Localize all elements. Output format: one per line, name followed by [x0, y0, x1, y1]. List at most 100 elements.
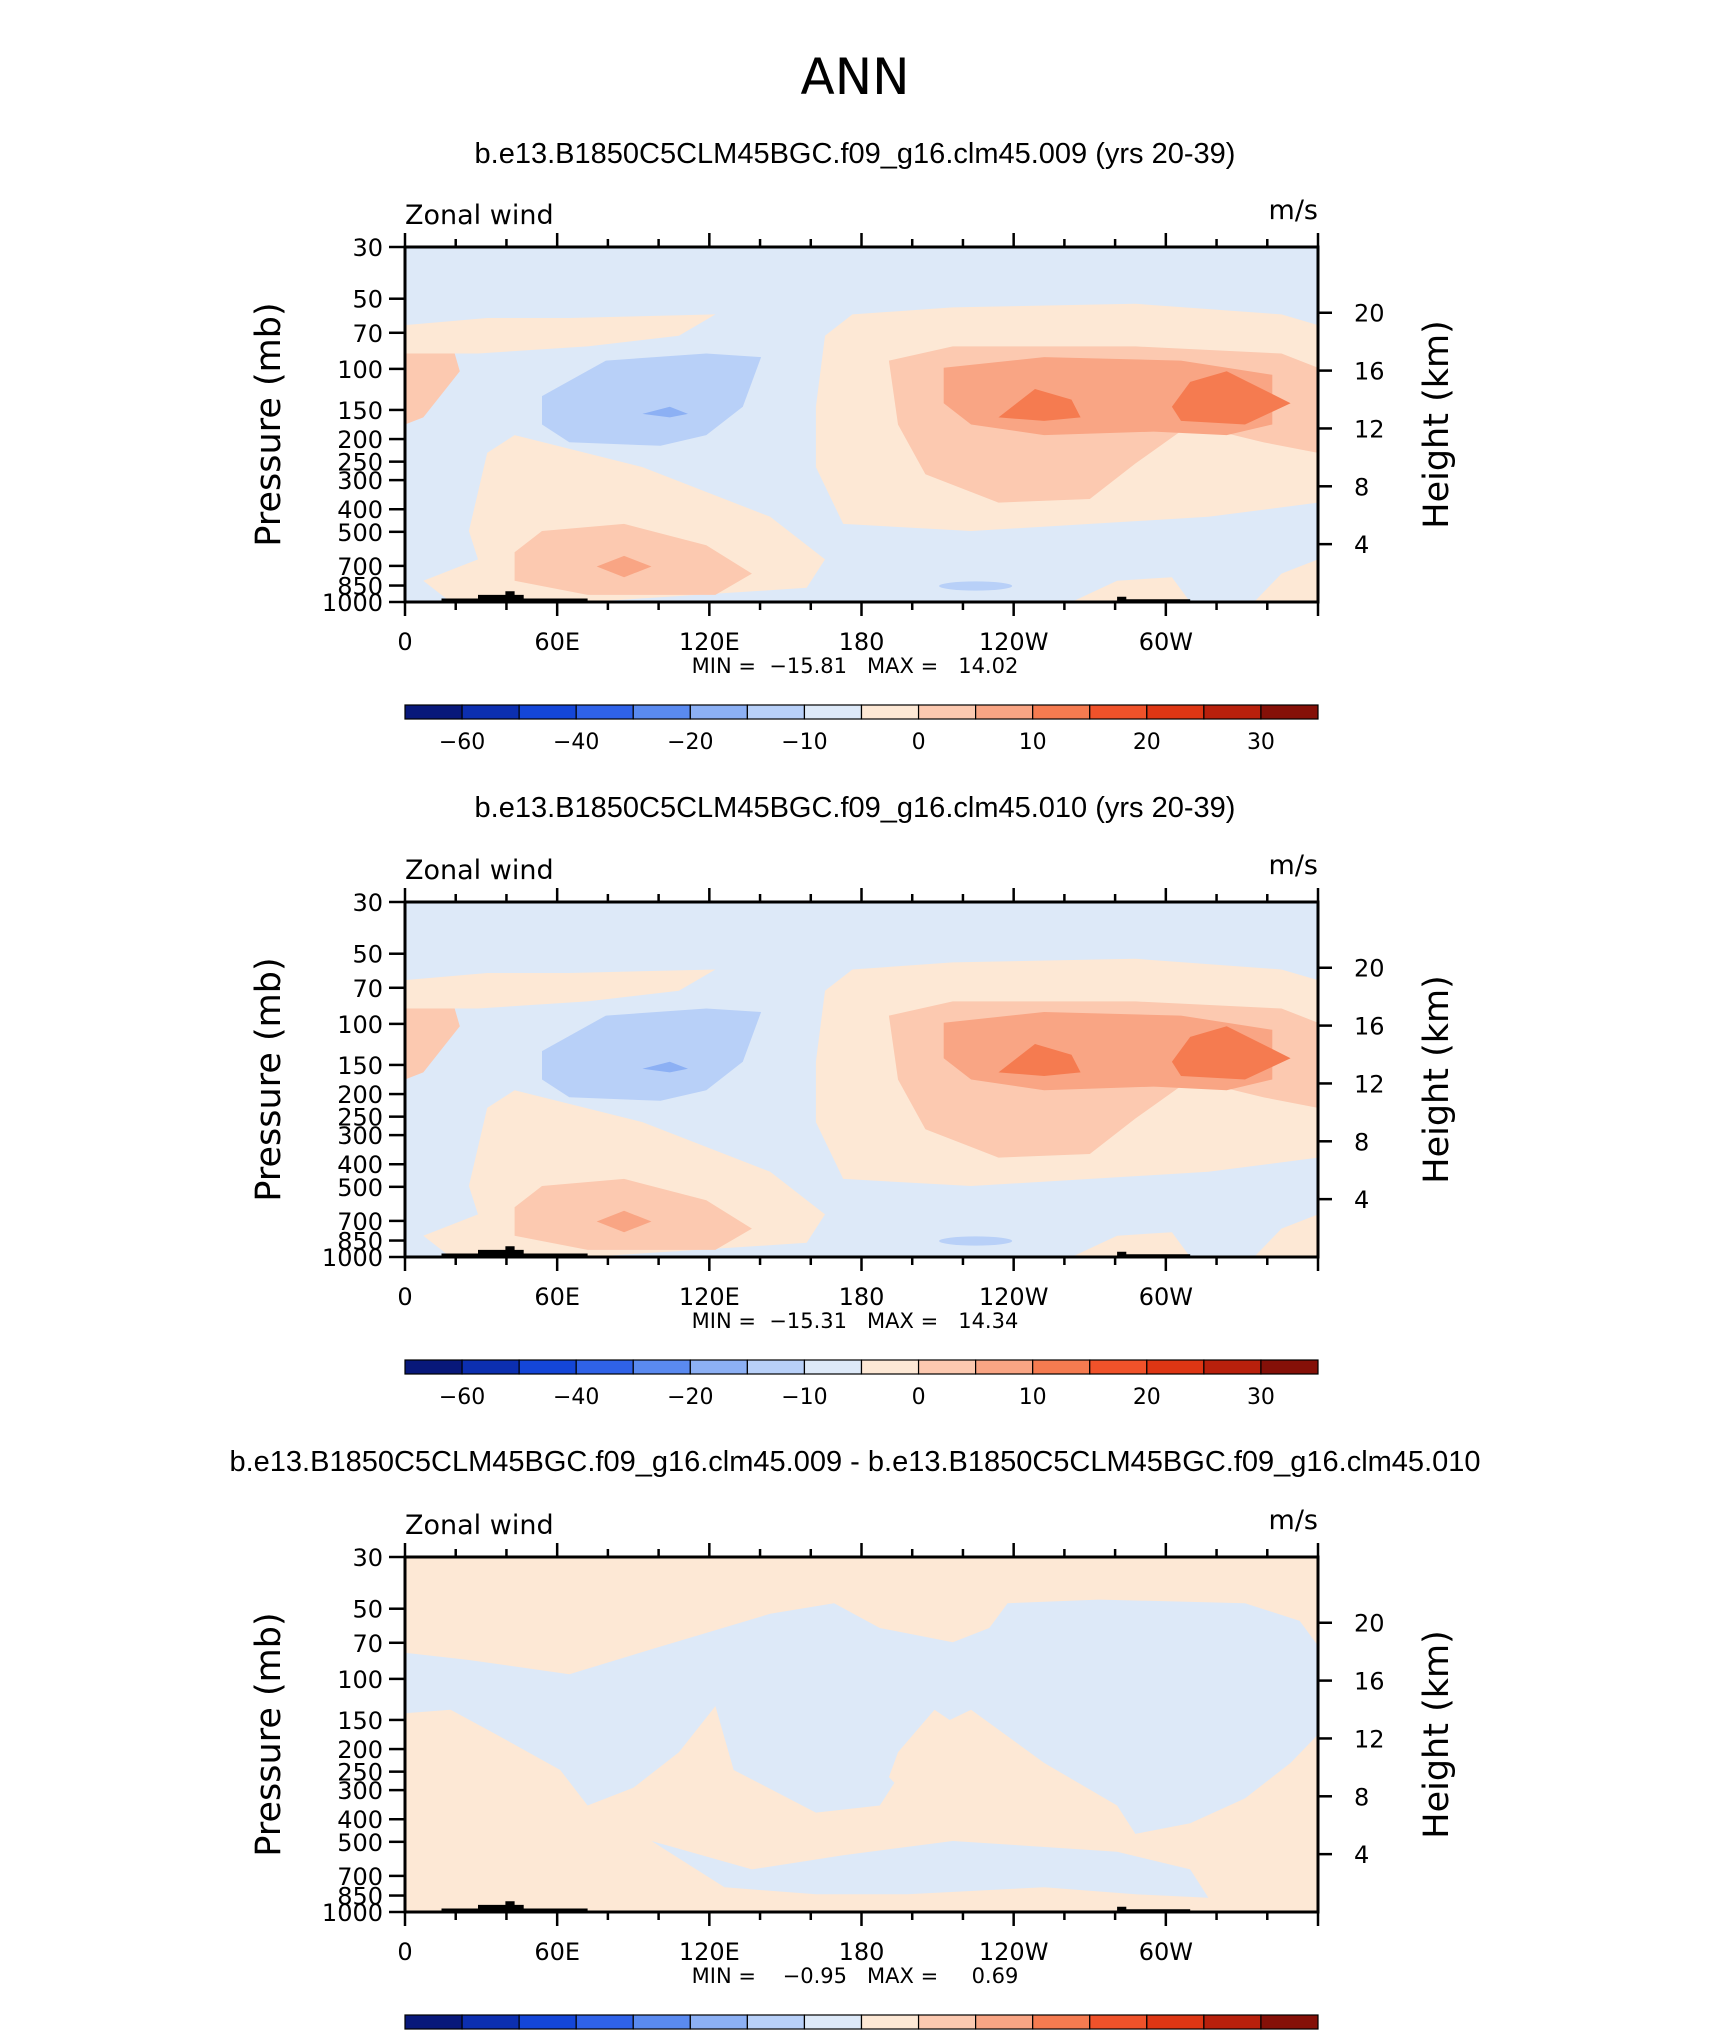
colorbar-swatch: [1089, 2014, 1148, 2030]
y-tick-label: 1000: [322, 1899, 383, 1927]
x-tick-label: 60E: [534, 1283, 580, 1311]
y-tick-label: 700: [337, 1208, 383, 1236]
y-axis-title: Pressure (mb): [249, 1612, 289, 1856]
y-tick-label: 30: [352, 234, 383, 262]
colorbar-swatch: [404, 1359, 463, 1375]
y-axis-title: Pressure (mb): [249, 302, 289, 546]
colorbar-label: 20: [1133, 1385, 1161, 1410]
colorbar-swatch: [632, 2014, 691, 2030]
y-tick-label: 1000: [322, 589, 383, 617]
panel-title: b.e13.B1850C5CLM45BGC.f09_g16.clm45.010 …: [475, 792, 1236, 824]
y-tick-label: 300: [337, 1122, 383, 1150]
colorbar-label: 20: [1133, 730, 1161, 755]
y-tick-label: 400: [337, 1151, 383, 1179]
y-tick-label: 50: [352, 1596, 383, 1624]
colorbar-swatch: [1260, 2014, 1319, 2030]
colorbar-swatch: [975, 2014, 1034, 2030]
y-tick-label: 50: [352, 286, 383, 314]
colorbar-label: −40: [553, 730, 599, 755]
chart-panel-1: b.e13.B1850C5CLM45BGC.f09_g16.clm45.009 …: [249, 138, 1457, 755]
colorbar-swatch: [1203, 704, 1262, 720]
y-tick-label: 50: [352, 941, 383, 969]
y-tick-label: 1000: [322, 1244, 383, 1272]
colorbar-swatch: [575, 1359, 634, 1375]
y-tick-label: 700: [337, 1863, 383, 1891]
y-right-axis-title: Height (km): [1417, 1630, 1457, 1839]
x-tick-label: 120W: [979, 1938, 1049, 1966]
y-tick-label: 70: [352, 320, 383, 348]
variable-label: Zonal wind: [405, 855, 554, 886]
y-tick-label: 500: [337, 1829, 383, 1857]
x-tick-label: 0: [397, 1938, 412, 1966]
contour-field: [405, 902, 1318, 1257]
panel-title: b.e13.B1850C5CLM45BGC.f09_g16.clm45.009 …: [475, 138, 1236, 170]
colorbar-swatch: [975, 704, 1034, 720]
colorbar-label: −40: [553, 1385, 599, 1410]
colorbar-swatch: [632, 704, 691, 720]
x-tick-label: 120W: [979, 628, 1049, 656]
colorbar-swatch: [860, 2014, 920, 2030]
colorbar-swatch: [404, 704, 463, 720]
colorbar: [404, 704, 1319, 720]
x-tick-label: 180: [839, 1283, 885, 1311]
colorbar-label: 30: [1247, 1385, 1275, 1410]
colorbar-swatch: [1089, 1359, 1148, 1375]
colorbar-swatch: [746, 2014, 806, 2030]
colorbar-swatch: [803, 2014, 863, 2030]
x-tick-label: 60W: [1139, 1283, 1193, 1311]
colorbar-swatch: [404, 2014, 463, 2030]
colorbar-swatch: [689, 704, 748, 720]
y-tick-label: 70: [352, 1630, 383, 1658]
colorbar-swatch: [803, 1359, 863, 1375]
contour-field: [405, 1557, 1318, 1912]
colorbar-swatch: [1032, 2014, 1091, 2030]
x-tick-label: 60E: [534, 628, 580, 656]
colorbar-swatch: [860, 1359, 920, 1375]
colorbar-label: −20: [667, 1385, 713, 1410]
page-title: ANN: [800, 48, 909, 106]
colorbar-swatch: [1146, 704, 1205, 720]
colorbar-swatch: [689, 1359, 748, 1375]
y-tick-label: 70: [352, 975, 383, 1003]
colorbar-swatch: [518, 704, 577, 720]
colorbar-swatch: [461, 704, 520, 720]
colorbar-swatch: [1032, 704, 1091, 720]
x-tick-label: 60W: [1139, 1938, 1193, 1966]
y-tick-label: 150: [337, 1707, 383, 1735]
colorbar-swatch: [518, 1359, 577, 1375]
colorbar-label: 10: [1019, 730, 1047, 755]
y-tick-label: 250: [337, 1759, 383, 1787]
x-tick-label: 120E: [679, 1938, 740, 1966]
colorbar-swatch: [1146, 2014, 1205, 2030]
colorbar-swatch: [746, 1359, 806, 1375]
y-right-tick-label: 12: [1354, 1725, 1385, 1753]
colorbar-swatch: [803, 704, 863, 720]
x-tick-label: 120E: [679, 1283, 740, 1311]
min-max-readout: MIN = −15.81 MAX = 14.02: [692, 654, 1019, 678]
contour-field: [405, 247, 1318, 602]
y-axis-title: Pressure (mb): [249, 957, 289, 1201]
units-label: m/s: [1269, 850, 1318, 881]
y-right-tick-label: 16: [1354, 1668, 1385, 1696]
x-tick-label: 60E: [534, 1938, 580, 1966]
variable-label: Zonal wind: [405, 1510, 554, 1541]
colorbar-swatch: [1146, 1359, 1205, 1375]
colorbar-label: −10: [781, 730, 827, 755]
min-max-readout: MIN = −0.95 MAX = 0.69: [692, 1964, 1019, 1988]
y-tick-label: 150: [337, 397, 383, 425]
y-tick-label: 700: [337, 553, 383, 581]
y-right-tick-label: 16: [1354, 358, 1385, 386]
y-tick-label: 200: [337, 1081, 383, 1109]
colorbar-swatch: [575, 2014, 634, 2030]
y-right-tick-label: 12: [1354, 415, 1385, 443]
colorbar-label: −60: [439, 730, 485, 755]
y-right-tick-label: 4: [1354, 1186, 1369, 1214]
y-right-tick-label: 4: [1354, 531, 1369, 559]
units-label: m/s: [1269, 1505, 1318, 1536]
x-tick-label: 120W: [979, 1283, 1049, 1311]
y-right-axis-title: Height (km): [1417, 975, 1457, 1184]
colorbar-swatch: [1260, 1359, 1319, 1375]
colorbar-swatch: [1260, 704, 1319, 720]
units-label: m/s: [1269, 195, 1318, 226]
colorbar-swatch: [1203, 1359, 1262, 1375]
